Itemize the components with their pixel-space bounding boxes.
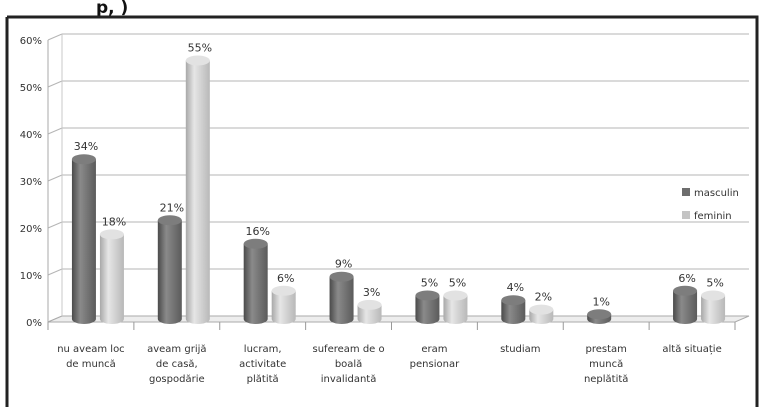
bar-masculin — [243, 238, 268, 324]
bar-feminin — [529, 304, 554, 324]
bar-body — [673, 290, 698, 324]
data-label: 5% — [421, 277, 438, 290]
bar-top — [157, 215, 182, 226]
y-tick-label: 30% — [20, 177, 42, 188]
x-tick-label: nu aveam loc — [57, 344, 125, 355]
data-label: 16% — [245, 225, 269, 238]
data-label: 3% — [363, 286, 380, 299]
y-tick-label: 10% — [20, 271, 42, 282]
bar-top — [501, 295, 526, 306]
x-tick-label: eram — [421, 344, 447, 355]
x-tick-label: invalidantă — [321, 374, 377, 385]
gridline-side — [47, 127, 63, 135]
x-tick-label: pensionar — [410, 359, 460, 370]
header-fragment: p, ) — [96, 0, 128, 18]
bar-body — [243, 243, 268, 324]
bar-body — [71, 159, 96, 324]
y-tick-label: 40% — [20, 130, 42, 141]
x-tick-label: muncă — [589, 359, 623, 370]
legend-swatch — [682, 211, 690, 219]
bar-feminin — [271, 285, 296, 324]
gridline-side — [47, 268, 63, 276]
bar-masculin — [501, 295, 526, 324]
bar-body — [99, 234, 124, 324]
bar-top — [329, 271, 354, 282]
x-tick-label: neplătită — [584, 374, 629, 385]
x-tick-label: lucram, — [244, 344, 282, 355]
data-label: 34% — [74, 140, 98, 153]
bar-body — [157, 220, 182, 324]
bar-body — [357, 304, 382, 324]
x-tick-label: altă situație — [662, 344, 721, 355]
bar-top — [271, 285, 296, 296]
bar-body — [185, 60, 210, 324]
legend-label: feminin — [694, 211, 732, 222]
bar-body — [329, 276, 354, 324]
x-tick-label: prestam — [585, 344, 626, 355]
bar-feminin — [185, 55, 210, 324]
y-tick-label: 50% — [20, 83, 42, 94]
bar-body — [501, 300, 526, 324]
bar-top — [415, 290, 440, 301]
x-tick-label: de casă, — [156, 359, 198, 370]
y-tick-label: 0% — [26, 318, 42, 329]
data-label: 2% — [535, 291, 552, 304]
data-label: 55% — [188, 42, 212, 55]
data-label: 5% — [449, 277, 466, 290]
bar-top — [243, 238, 268, 249]
bar-top — [185, 55, 210, 66]
bar-feminin — [443, 290, 468, 324]
bar-masculin — [329, 271, 354, 324]
data-label: 6% — [277, 272, 294, 285]
chart-floor — [47, 315, 750, 323]
chart-border — [5, 15, 759, 407]
data-label: 9% — [335, 258, 352, 271]
x-tick-label: activitate — [239, 359, 286, 370]
x-tick-label: studiam — [500, 344, 540, 355]
bar-top — [587, 309, 612, 320]
bar-masculin — [71, 154, 96, 324]
bar-top — [71, 154, 96, 165]
y-tick-label: 60% — [20, 36, 42, 47]
legend-swatch — [682, 188, 690, 196]
bar-feminin — [99, 229, 124, 324]
x-tick-label: sufeream de o — [313, 344, 385, 355]
bar-body — [271, 290, 296, 324]
bar-body — [701, 295, 726, 324]
gridline-side — [47, 221, 63, 229]
gridline-side — [47, 174, 63, 182]
data-label: 18% — [102, 215, 126, 228]
x-tick-label: gospodărie — [149, 374, 205, 385]
bar-top — [529, 304, 554, 315]
x-tick-label: aveam grijă — [147, 344, 206, 355]
x-tick-label: plătită — [247, 374, 279, 385]
bar-masculin — [157, 215, 182, 324]
data-label: 6% — [678, 272, 695, 285]
data-label: 21% — [160, 201, 184, 214]
bar-masculin — [587, 309, 612, 324]
bar-body — [415, 295, 440, 324]
bar-top — [357, 299, 382, 310]
y-tick-label: 20% — [20, 224, 42, 235]
x-tick-label: boală — [335, 359, 363, 370]
legend-label: masculin — [694, 188, 739, 199]
bar-masculin — [415, 290, 440, 324]
data-label: 1% — [592, 295, 609, 308]
bar-feminin — [701, 290, 726, 324]
bar-top — [443, 290, 468, 301]
bar-body — [443, 295, 468, 324]
gridline-side — [47, 80, 63, 88]
bar-masculin — [673, 285, 698, 324]
x-tick-label: de muncă — [66, 359, 116, 370]
bar-top — [99, 229, 124, 240]
bar-feminin — [357, 299, 382, 324]
bar-top — [673, 285, 698, 296]
gridline-side — [47, 33, 63, 41]
data-label: 4% — [507, 281, 524, 294]
bar-top — [701, 290, 726, 301]
data-label: 5% — [706, 277, 723, 290]
